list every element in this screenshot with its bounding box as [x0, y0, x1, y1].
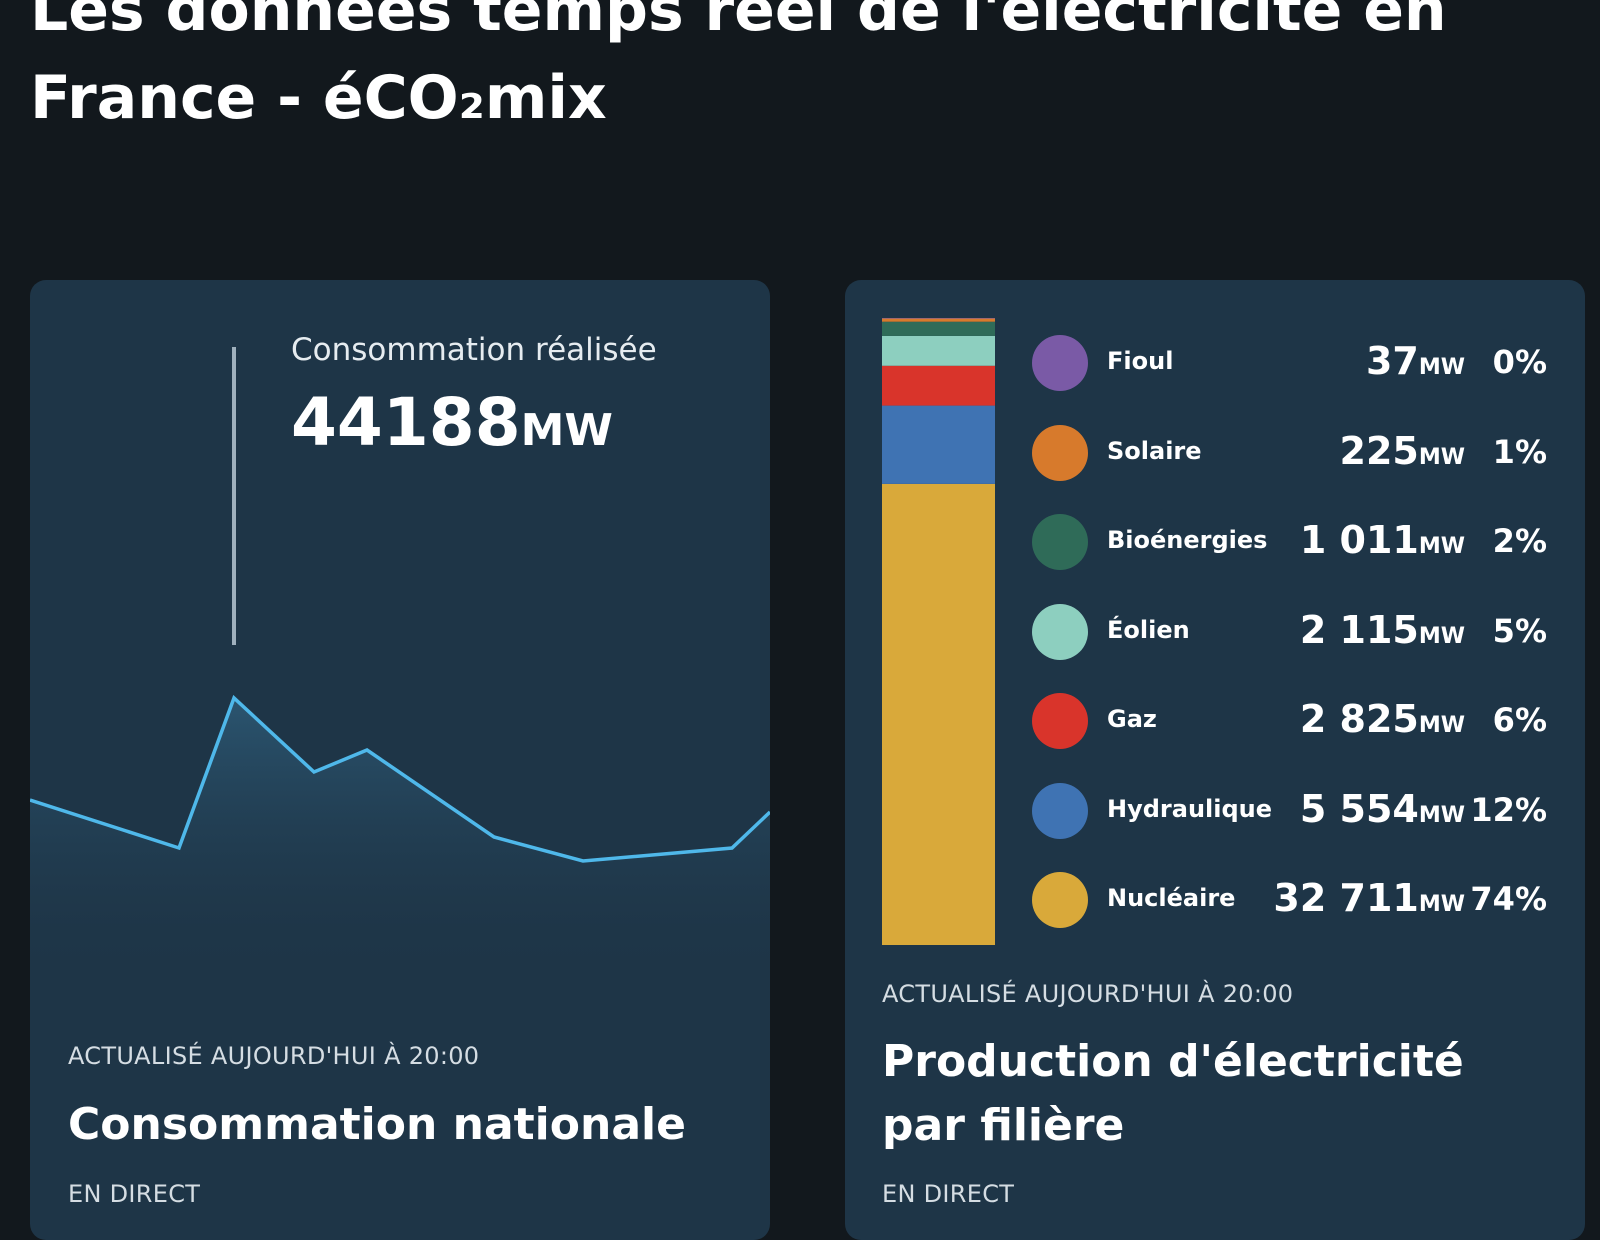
source-power: 2 115MW: [1300, 608, 1465, 652]
source-share: 6%: [1492, 701, 1547, 739]
source-icon: [1032, 424, 1088, 481]
source-name: Éolien: [1107, 615, 1190, 644]
status: EN DIRECT: [68, 1180, 201, 1208]
unit: MW: [1418, 355, 1465, 380]
consumption-label: Consommation réalisée: [291, 332, 657, 368]
value: 5 554: [1299, 786, 1419, 831]
source-row: Nucléaire 32 711MW 74%: [845, 870, 1585, 930]
source-share: 5%: [1492, 611, 1547, 650]
page-title: Les données temps réel de l'électricité …: [30, 0, 1447, 133]
value: 2 115: [1299, 607, 1419, 652]
source-name: Solaire: [1107, 436, 1202, 465]
value: 32 711: [1273, 876, 1419, 920]
value: 1 011: [1299, 518, 1419, 562]
unit: MW: [1418, 802, 1465, 828]
source-icon: [1032, 335, 1088, 391]
updated: ACTUALISÉ AUJOURD'HUI À 20:00: [882, 980, 1294, 1008]
source-power: 5 554MW: [1300, 787, 1465, 831]
source-icon: [1032, 782, 1088, 839]
bar-segment: [882, 405, 995, 484]
unit: MW: [1418, 444, 1465, 470]
source-icon: [1032, 514, 1088, 570]
source-row: Bioénergies 1 011MW 2%: [845, 512, 1585, 572]
bar-segment: [882, 365, 995, 406]
stacked-bar: [882, 318, 995, 945]
sparkline: [30, 347, 770, 980]
updated: ACTUALISÉ AUJOURD'HUI À 20:00: [68, 1042, 480, 1070]
source-row: Fioul 37MW 0%: [845, 333, 1585, 393]
card-title: Consommation nationale: [68, 1099, 686, 1150]
unit: MW: [1418, 534, 1465, 559]
card-title: Production d'électricité par filière: [882, 1036, 1464, 1151]
source-power: 1 011MW: [1300, 518, 1465, 562]
source-share: 12%: [1470, 790, 1547, 829]
source-name: Bioénergies: [1107, 526, 1268, 554]
bar-segment: [882, 318, 995, 322]
bar-segment: [882, 483, 995, 945]
source-row: Gaz 2 825MW 6%: [845, 691, 1585, 751]
consumption-value: 44188MW: [291, 384, 613, 461]
source-name: Gaz: [1107, 705, 1157, 733]
source-power: 37MW: [1366, 339, 1465, 383]
source-share: 74%: [1470, 880, 1547, 918]
source-name: Nucléaire: [1107, 884, 1236, 912]
source-name: Hydraulique: [1107, 794, 1273, 823]
source-share: 0%: [1492, 343, 1547, 381]
source-row: Solaire 225MW 1%: [845, 423, 1585, 483]
source-icon: [1032, 872, 1088, 928]
unit: MW: [1418, 713, 1465, 738]
source-power: 2 825MW: [1300, 697, 1465, 741]
source-share: 1%: [1492, 432, 1547, 471]
source-icon: [1032, 693, 1088, 749]
bar-segment: [882, 321, 995, 336]
sparkline-line: [30, 694, 770, 863]
source-power: 32 711MW: [1273, 876, 1465, 920]
source-power: 225MW: [1340, 429, 1466, 473]
value: 225: [1339, 428, 1419, 473]
bar-segment: [882, 335, 995, 366]
source-share: 2%: [1492, 522, 1547, 560]
bar-segment: [882, 318, 995, 319]
status: EN DIRECT: [882, 1180, 1015, 1208]
unit: MW: [1418, 623, 1465, 649]
unit: MW: [1418, 892, 1465, 917]
consumption-card[interactable]: Consommation réalisée 44188MW ACTUALISÉ …: [30, 280, 770, 1240]
unit: MW: [520, 405, 613, 456]
source-name: Fioul: [1107, 347, 1174, 375]
source-row: Hydraulique 5 554MW 12%: [845, 781, 1585, 841]
value: 37: [1365, 339, 1419, 383]
source-row: Éolien 2 115MW 5%: [845, 602, 1585, 662]
value: 44188: [291, 384, 521, 461]
sparkline-area: [30, 698, 770, 980]
value: 2 825: [1299, 697, 1419, 741]
source-icon: [1032, 603, 1088, 660]
production-card[interactable]: Fioul 37MW 0% Solaire 225MW 1% Bioénergies 1 01…: [845, 280, 1585, 1240]
